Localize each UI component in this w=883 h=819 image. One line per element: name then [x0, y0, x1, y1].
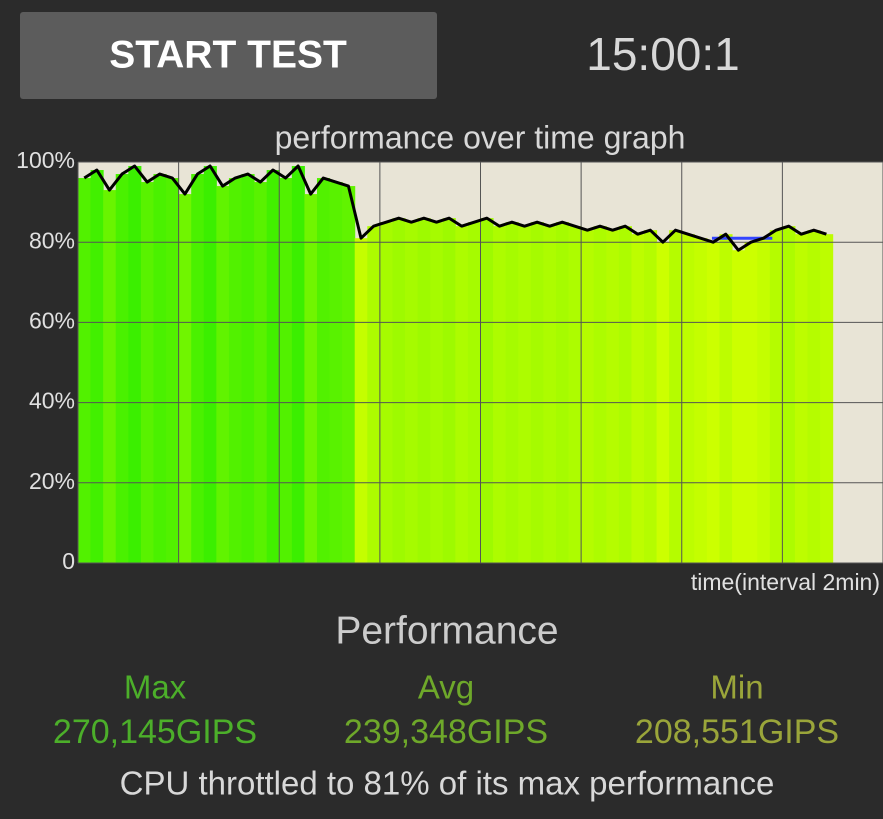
y-tick-label: 20%	[29, 468, 75, 494]
performance-fill	[304, 194, 318, 563]
y-tick-label: 0	[62, 548, 75, 574]
y-tick-label: 40%	[29, 388, 75, 414]
performance-fill	[505, 222, 519, 563]
performance-fill	[493, 226, 507, 563]
performance-fill	[543, 226, 557, 563]
performance-fill	[430, 222, 444, 563]
performance-fill	[266, 170, 280, 563]
performance-title: Performance	[335, 609, 558, 652]
performance-fill	[254, 182, 268, 564]
performance-fill	[581, 230, 595, 564]
performance-fill	[631, 234, 645, 563]
y-tick-label: 60%	[29, 307, 75, 333]
performance-fill	[455, 226, 469, 563]
performance-fill	[216, 186, 230, 563]
performance-fill	[90, 170, 104, 563]
performance-fill	[115, 174, 129, 563]
performance-fill	[618, 226, 632, 563]
performance-fill	[291, 166, 305, 563]
performance-fill	[555, 222, 570, 563]
performance-fill	[103, 190, 117, 563]
performance-fill	[367, 226, 381, 563]
chart-title: performance over time graph	[275, 119, 686, 155]
performance-fill	[694, 238, 708, 563]
performance-fill	[807, 230, 821, 564]
performance-fill	[241, 174, 255, 563]
performance-fill	[719, 234, 733, 563]
performance-fill	[782, 226, 796, 563]
performance-fill	[606, 230, 620, 564]
performance-fill	[329, 182, 343, 564]
performance-fill	[518, 226, 532, 563]
stat-label: Max	[124, 669, 187, 706]
performance-fill	[166, 178, 180, 564]
summary: CPU throttled to 81% of its max performa…	[120, 765, 775, 802]
y-tick-label: 80%	[29, 227, 75, 253]
performance-fill	[379, 222, 393, 563]
performance-fill	[128, 166, 142, 563]
performance-fill	[442, 218, 456, 563]
performance-fill	[78, 178, 92, 564]
x-axis-label: time(interval 2min)	[691, 569, 880, 595]
performance-fill	[732, 250, 746, 563]
performance-fill	[530, 222, 544, 563]
performance-fill	[593, 226, 607, 563]
performance-fill	[480, 218, 494, 563]
performance-fill	[467, 222, 481, 563]
performance-fill	[405, 222, 419, 563]
performance-fill	[644, 230, 658, 564]
button-label[interactable]: START TEST	[109, 33, 347, 76]
stat-value: 239,348GIPS	[344, 713, 548, 751]
y-tick-label: 100%	[16, 147, 75, 173]
performance-fill	[392, 218, 406, 563]
performance-fill	[417, 218, 431, 563]
stat-value: 270,145GIPS	[53, 713, 257, 751]
performance-fill	[757, 238, 771, 563]
performance-fill	[316, 178, 331, 564]
performance-fill	[354, 238, 368, 563]
performance-fill	[153, 174, 167, 563]
performance-fill	[681, 234, 695, 563]
start-button[interactable]	[20, 12, 437, 99]
performance-fill	[191, 174, 205, 563]
performance-fill	[279, 178, 293, 564]
performance-fill	[568, 226, 582, 563]
performance-fill	[228, 178, 243, 564]
performance-fill	[820, 234, 834, 563]
timer: 15:00:1	[586, 28, 739, 80]
performance-fill	[769, 230, 783, 564]
performance-fill	[178, 194, 192, 563]
performance-fill	[140, 182, 154, 564]
performance-fill	[669, 230, 683, 564]
performance-fill	[203, 166, 217, 563]
performance-fill	[342, 186, 356, 563]
performance-fill	[794, 234, 809, 563]
stat-value: 208,551GIPS	[635, 713, 839, 751]
stat-label: Min	[710, 669, 763, 706]
performance-line	[83, 164, 827, 252]
stat-label: Avg	[418, 669, 474, 706]
